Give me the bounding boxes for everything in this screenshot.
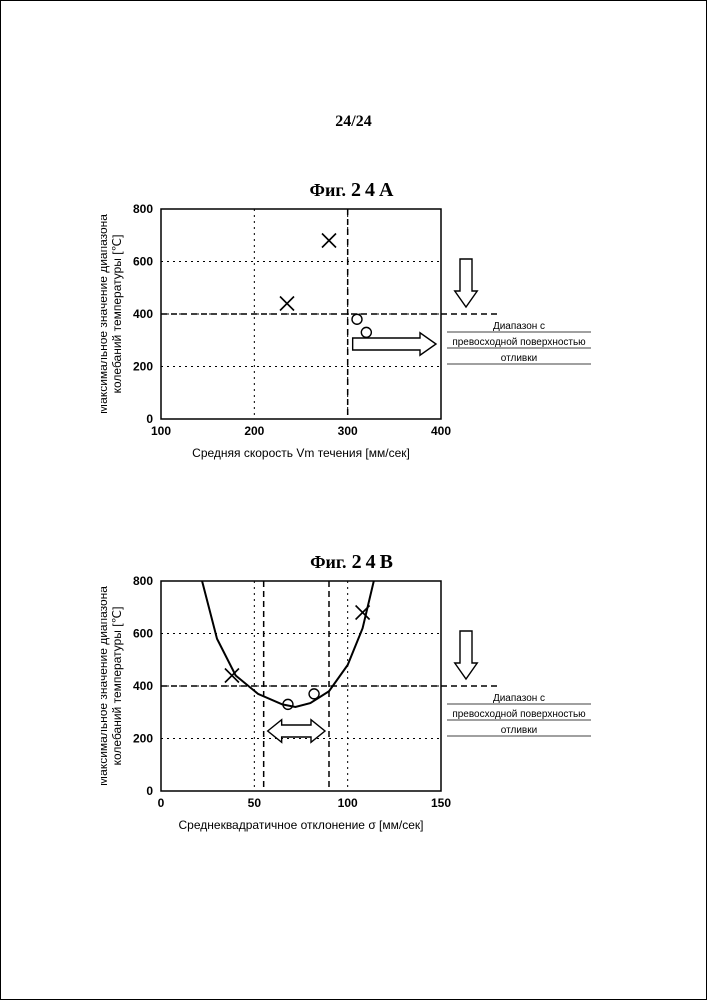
svg-text:колебаний температуры [℃]: колебаний температуры [℃]	[110, 235, 124, 394]
page-number: 24/24	[1, 113, 706, 131]
svg-text:400: 400	[133, 307, 153, 321]
figA-chart: 100 200 300 400 0 200 400 600 800 Средняя скорост…	[101, 199, 641, 474]
svg-text:600: 600	[133, 255, 153, 269]
svg-text:600: 600	[133, 627, 153, 641]
svg-text:100: 100	[151, 424, 171, 438]
svg-text:Средняя скорость Vm течения [м: Средняя скорость Vm течения [мм/сек]	[192, 446, 410, 460]
svg-text:300: 300	[338, 424, 358, 438]
svg-text:400: 400	[431, 424, 451, 438]
svg-text:0: 0	[146, 412, 153, 426]
svg-text:превосходной поверхностью: превосходной поверхностью	[452, 337, 586, 348]
svg-text:Максимальное значение диапазон: Максимальное значение диапазона	[101, 586, 110, 786]
svg-text:400: 400	[133, 679, 153, 693]
figB-chart: 0 50 100 150 0 200 400 600 800 Среднеквадратичное…	[101, 571, 641, 846]
svg-text:50: 50	[248, 796, 262, 810]
svg-text:0: 0	[146, 784, 153, 798]
svg-text:Среднеквадратичное отклонение: Среднеквадратичное отклонение σ [мм/сек]	[179, 818, 424, 832]
svg-text:0: 0	[158, 796, 165, 810]
svg-text:Диапазон с: Диапазон с	[493, 693, 545, 704]
svg-text:150: 150	[431, 796, 451, 810]
svg-text:Диапазон с: Диапазон с	[493, 321, 545, 332]
svg-text:колебаний температуры [℃]: колебаний температуры [℃]	[110, 607, 124, 766]
svg-text:200: 200	[133, 732, 153, 746]
svg-text:отливки: отливки	[501, 353, 537, 364]
svg-text:200: 200	[244, 424, 264, 438]
svg-text:превосходной поверхностью: превосходной поверхностью	[452, 709, 586, 720]
svg-text:800: 800	[133, 574, 153, 588]
svg-text:Максимальное значение диапазон: Максимальное значение диапазона	[101, 214, 110, 414]
svg-text:100: 100	[338, 796, 358, 810]
svg-text:800: 800	[133, 202, 153, 216]
svg-text:200: 200	[133, 360, 153, 374]
svg-text:отливки: отливки	[501, 725, 537, 736]
